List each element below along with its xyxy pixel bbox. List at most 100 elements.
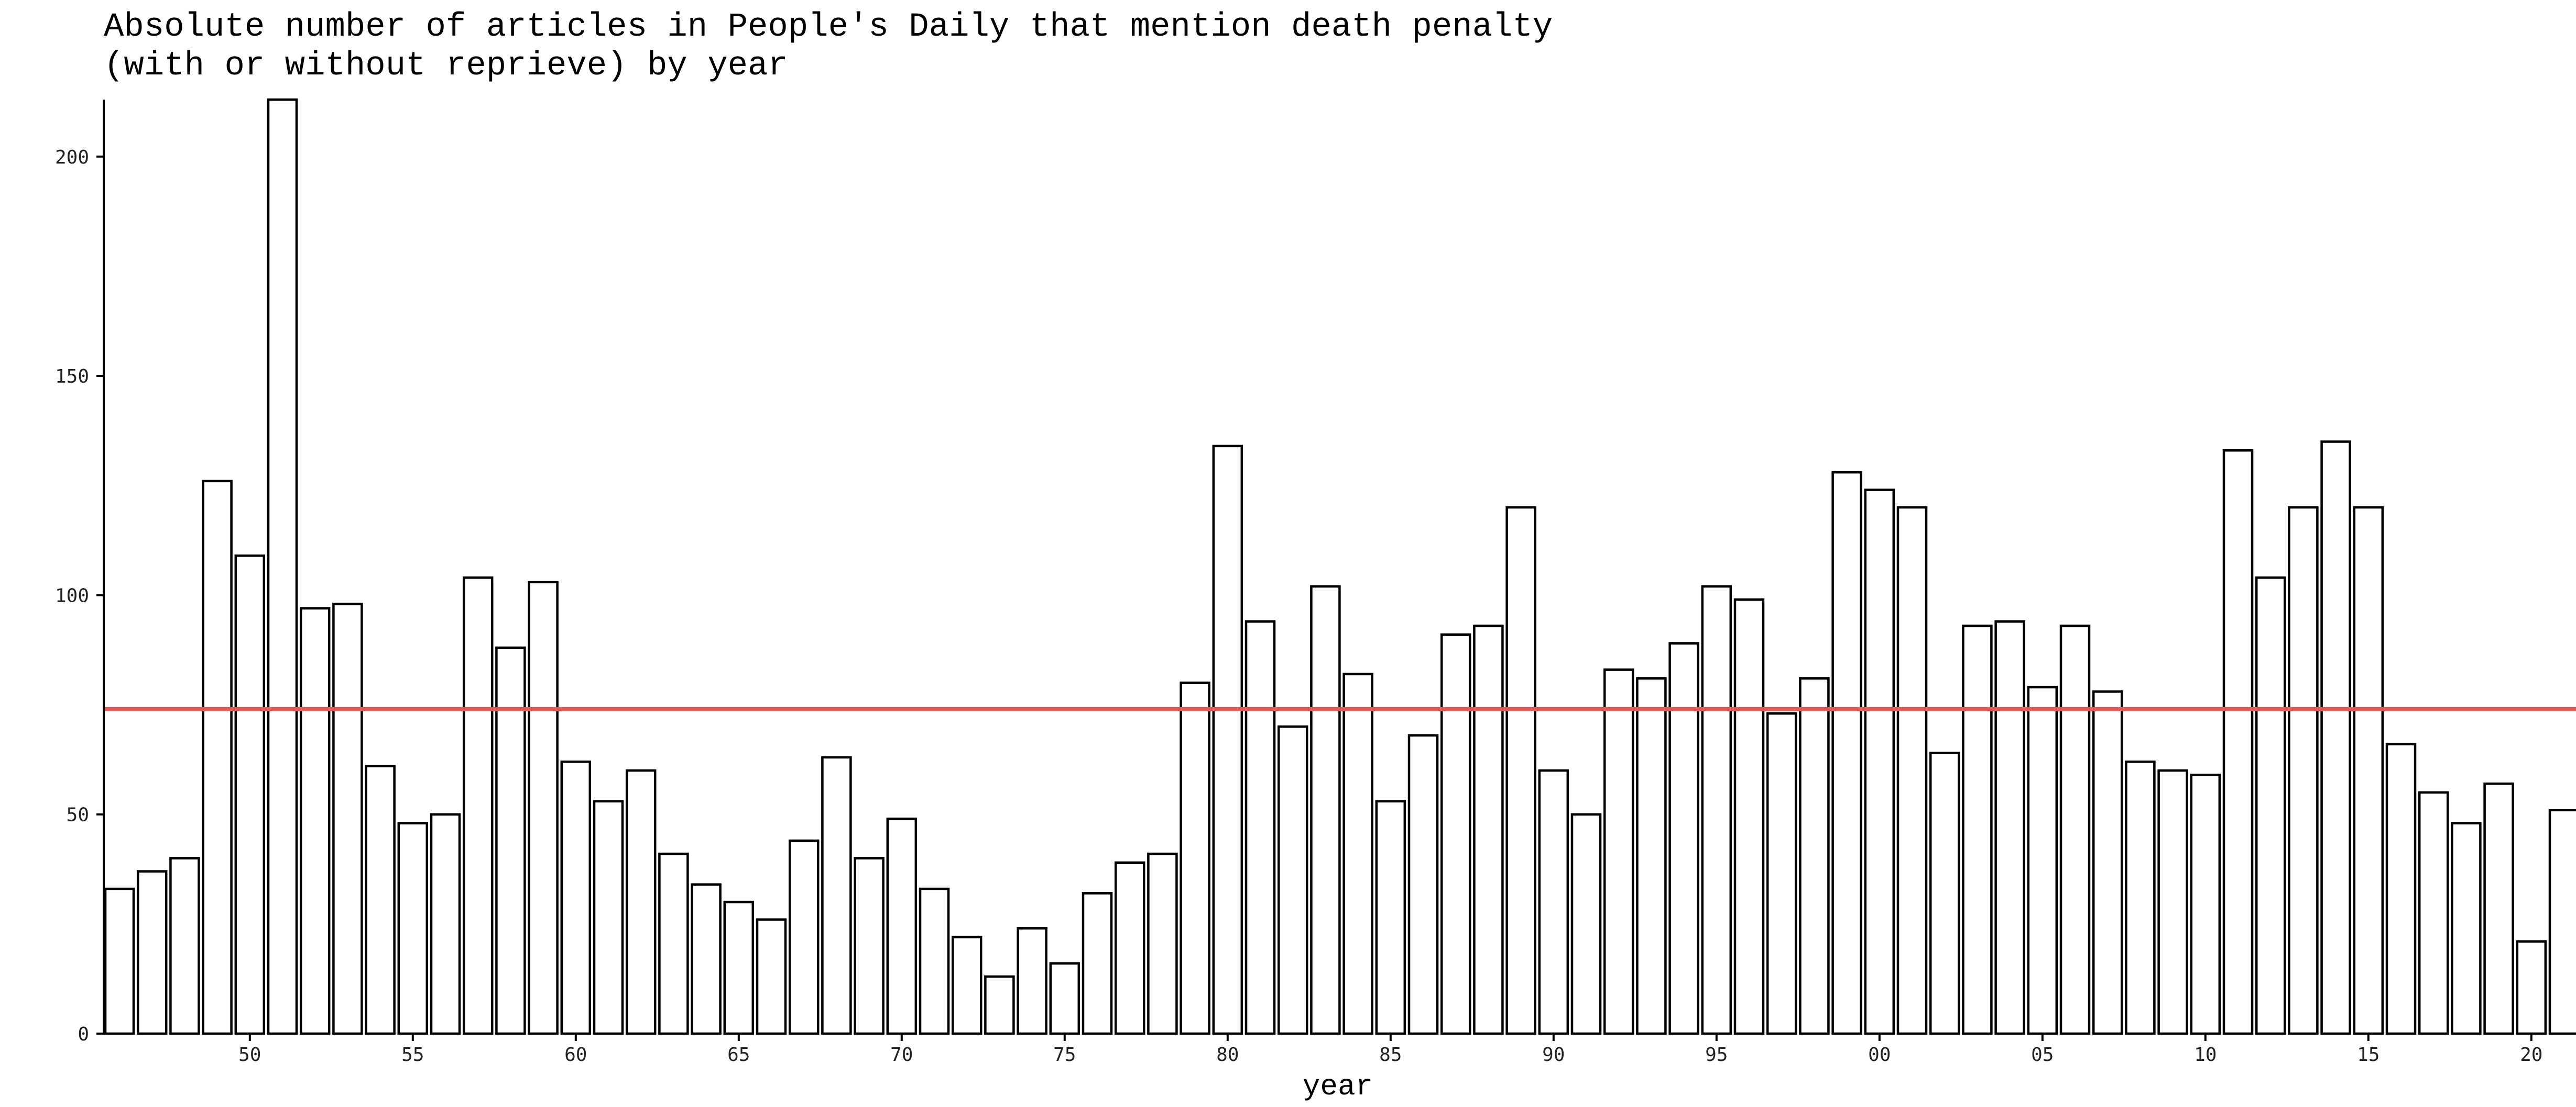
bar-1971 [919, 887, 950, 1035]
bar-1968 [821, 756, 852, 1035]
bar-1964 [691, 883, 722, 1035]
x-axis-ticks: 50 55 60 65 70 75 80 85 90 95 00 05 10 15 20 [238, 1034, 2542, 1066]
x-tick-label-1985: 85 [1379, 1044, 1402, 1066]
bar-1982 [1277, 725, 1308, 1035]
bar-2012 [2255, 576, 2286, 1035]
bar-1991 [1570, 813, 1602, 1035]
y-tick-label-50: 50 [67, 805, 89, 826]
bar-1983 [1310, 585, 1341, 1035]
bar-1978 [1147, 852, 1178, 1035]
bar-1999 [1831, 471, 1862, 1035]
bar-2001 [1896, 506, 1928, 1035]
bar-1981 [1245, 620, 1276, 1035]
bar-1949 [202, 480, 233, 1035]
bar-2014 [2320, 440, 2351, 1035]
bar-2009 [2157, 769, 2188, 1035]
bar-2013 [2288, 506, 2319, 1035]
x-tick-label-2000: 00 [1868, 1044, 1891, 1066]
x-tick-label-1950: 50 [238, 1044, 261, 1066]
chart-title-line-2: (with or without reprieve) by year [104, 47, 788, 85]
bar-1965 [723, 900, 755, 1035]
x-tick-label-1955: 55 [401, 1044, 424, 1066]
bar-1996 [1733, 598, 1765, 1035]
bar-1985 [1375, 800, 1406, 1035]
bar-2019 [2483, 782, 2514, 1035]
bar-2006 [2059, 624, 2091, 1035]
chart-title-line-1: Absolute number of articles in People's … [104, 8, 1553, 46]
bar-2010 [2190, 774, 2221, 1035]
bar-2018 [2451, 822, 2482, 1035]
bar-1966 [756, 918, 787, 1035]
bar-1977 [1114, 861, 1145, 1035]
bar-2011 [2222, 449, 2254, 1035]
y-tick-label-0: 0 [78, 1024, 89, 1045]
x-tick-label-2005: 05 [2031, 1044, 2054, 1066]
bar-1992 [1603, 668, 1634, 1035]
bar-1963 [658, 852, 689, 1035]
bar-1988 [1473, 624, 1504, 1035]
bar-2007 [2092, 690, 2123, 1035]
bar-1953 [332, 602, 363, 1035]
bar-2020 [2516, 940, 2547, 1035]
bar-2021 [2548, 809, 2576, 1035]
x-tick-label-1970: 70 [890, 1044, 913, 1066]
bar-1990 [1538, 769, 1569, 1035]
bar-2017 [2418, 791, 2449, 1035]
bar-1956 [430, 813, 461, 1035]
bar-1994 [1668, 642, 1699, 1035]
bar-1997 [1766, 712, 1797, 1035]
bar-1955 [397, 822, 429, 1035]
bar-1958 [495, 646, 526, 1035]
bar-1954 [365, 765, 396, 1035]
bar-1975 [1049, 962, 1080, 1035]
x-tick-label-2020: 20 [2520, 1044, 2542, 1066]
bar-1948 [169, 857, 200, 1035]
bar-1989 [1505, 506, 1536, 1035]
bar-1980 [1212, 444, 1243, 1035]
bar-1974 [1017, 927, 1047, 1035]
bar-2000 [1864, 489, 1895, 1035]
bar-1979 [1180, 681, 1210, 1035]
y-tick-label-100: 100 [55, 585, 89, 606]
bar-1962 [625, 769, 657, 1035]
bar-2016 [2385, 743, 2417, 1035]
x-tick-label-1960: 60 [564, 1044, 587, 1066]
bar-2005 [2027, 686, 2058, 1035]
bar-2002 [1929, 752, 1960, 1035]
bar-1952 [299, 607, 331, 1035]
bar-1946 [104, 887, 135, 1035]
x-tick-label-1975: 75 [1053, 1044, 1076, 1066]
bar-1986 [1407, 734, 1439, 1035]
bar-1984 [1342, 672, 1373, 1035]
bar-1950 [234, 554, 266, 1035]
bar-1976 [1082, 892, 1113, 1035]
bar-2008 [2125, 761, 2156, 1035]
bar-1967 [788, 839, 820, 1035]
x-tick-label-1990: 90 [1542, 1044, 1565, 1066]
bar-1961 [593, 800, 624, 1035]
bar-1972 [951, 936, 983, 1035]
bar-1995 [1701, 585, 1732, 1035]
y-tick-label-200: 200 [55, 147, 89, 168]
bar-2015 [2353, 506, 2384, 1035]
bar-1969 [854, 857, 885, 1035]
x-tick-label-1995: 95 [1705, 1044, 1728, 1066]
bar-1973 [984, 975, 1015, 1035]
x-tick-label-2015: 15 [2357, 1044, 2379, 1066]
bar-1960 [560, 761, 592, 1035]
bar-1993 [1636, 677, 1667, 1035]
bar-1970 [886, 817, 918, 1035]
bar-1951 [267, 98, 298, 1035]
bar-1998 [1799, 677, 1830, 1035]
x-tick-label-2010: 10 [2194, 1044, 2217, 1066]
bar-2003 [1962, 624, 1993, 1035]
bar-2004 [1994, 620, 2025, 1035]
x-axis-title: year [1303, 1070, 1373, 1103]
bars-group [104, 98, 2576, 1035]
y-axis-ticks: 0 50 100 150 200 [55, 147, 104, 1045]
bar-1947 [136, 870, 168, 1035]
x-tick-label-1980: 80 [1216, 1044, 1239, 1066]
bar-1987 [1440, 633, 1471, 1035]
y-tick-label-150: 150 [55, 366, 89, 387]
